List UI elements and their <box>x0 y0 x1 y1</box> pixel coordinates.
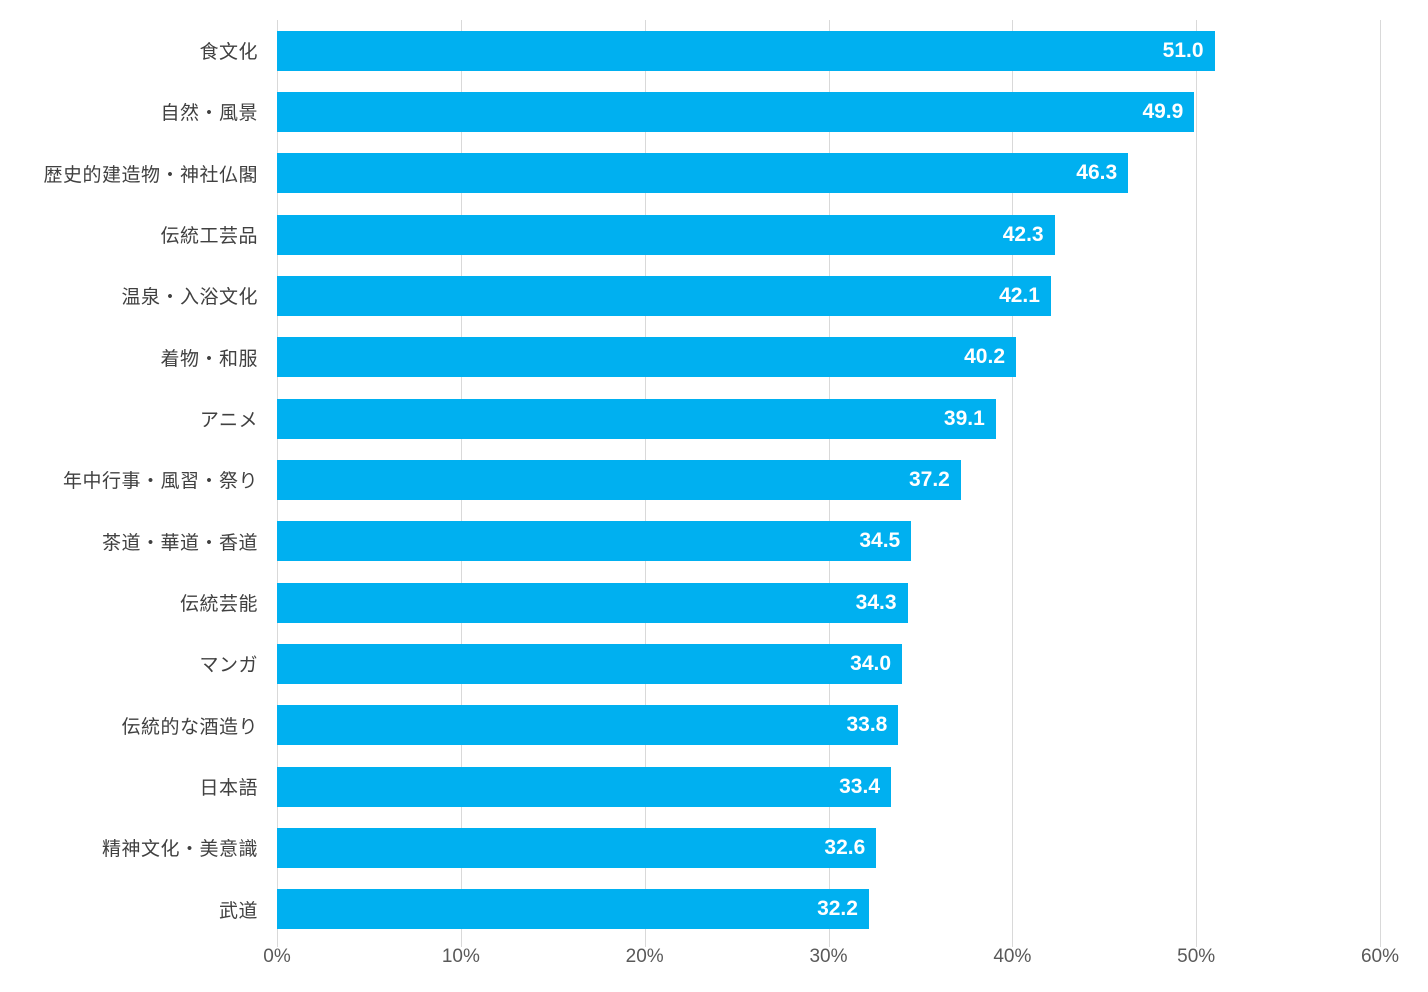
bar: 39.1 <box>277 398 996 439</box>
gridline <box>1380 20 1381 947</box>
category-row: 食文化 51.0 <box>0 20 1428 81</box>
bar-value-label: 49.9 <box>1142 99 1184 123</box>
category-row: 温泉・入浴文化 42.1 <box>0 265 1428 326</box>
gridline <box>1196 20 1198 947</box>
bar: 33.8 <box>277 705 899 746</box>
category-row: 日本語 33.4 <box>0 756 1428 817</box>
bar-value-label: 33.8 <box>846 713 888 737</box>
category-row: 伝統的な酒造り 33.8 <box>0 695 1428 756</box>
bar: 40.2 <box>277 337 1016 378</box>
category-label: マンガ <box>199 655 258 677</box>
bar-value-label: 33.4 <box>839 774 880 798</box>
bar: 32.6 <box>277 827 877 868</box>
x-tick-label: 60% <box>1360 946 1400 967</box>
bar: 42.1 <box>277 275 1051 316</box>
category-label: 精神文化・美意識 <box>101 839 258 861</box>
category-label: 歴史的建造物・神社仏閣 <box>43 164 258 186</box>
category-row: 着物・和服 40.2 <box>0 327 1428 388</box>
category-label: 日本語 <box>199 778 258 800</box>
bar: 37.2 <box>277 459 961 500</box>
category-row: 自然・風景 49.9 <box>0 81 1428 142</box>
category-row: 伝統工芸品 42.3 <box>0 204 1428 265</box>
bar-value-label: 34.0 <box>850 651 892 675</box>
category-row: 武道 32.2 <box>0 879 1428 940</box>
x-tick-label: 10% <box>441 946 480 967</box>
bar: 42.3 <box>277 214 1055 255</box>
bar-value-label: 46.3 <box>1076 161 1118 185</box>
bar-value-label: 32.6 <box>824 835 866 859</box>
x-axis: 0% 10% 20% 30% 40% 50% 60% <box>263 946 1399 976</box>
category-row: マンガ 34.0 <box>0 633 1428 694</box>
bar: 33.4 <box>277 766 891 807</box>
bar: 46.3 <box>277 153 1129 194</box>
category-label: 伝統工芸品 <box>160 226 258 248</box>
bar: 32.2 <box>277 889 869 930</box>
category-row: 歴史的建造物・神社仏閣 46.3 <box>0 143 1428 204</box>
category-label: 食文化 <box>199 42 258 64</box>
x-tick-label: 0% <box>263 946 291 967</box>
x-tick-label: 20% <box>625 946 664 967</box>
bar-value-label: 34.3 <box>855 590 897 614</box>
category-row: 年中行事・風習・祭り 37.2 <box>0 449 1428 510</box>
gridline <box>1012 20 1014 947</box>
category-label: 温泉・入浴文化 <box>121 287 258 309</box>
bar-value-label: 37.2 <box>908 467 950 491</box>
category-label: 茶道・華道・香道 <box>101 532 258 554</box>
category-row: 茶道・華道・香道 34.5 <box>0 511 1428 572</box>
category-label: 伝統芸能 <box>179 594 258 616</box>
category-label: 着物・和服 <box>160 348 258 370</box>
bar-value-label: 40.2 <box>964 345 1005 369</box>
x-tick-label: 30% <box>809 946 848 967</box>
category-row: 精神文化・美意識 32.6 <box>0 817 1428 878</box>
category-label: アニメ <box>199 410 258 432</box>
bar-value-label: 42.3 <box>1002 222 1044 246</box>
bar: 34.0 <box>277 643 903 684</box>
bar: 34.5 <box>277 521 912 562</box>
category-row: アニメ 39.1 <box>0 388 1428 449</box>
category-label: 伝統的な酒造り <box>121 716 258 738</box>
bar-value-label: 42.1 <box>999 283 1040 307</box>
bar-value-label: 39.1 <box>943 406 985 430</box>
bar-value-label: 51.0 <box>1162 38 1204 62</box>
bar-value-label: 32.2 <box>817 897 858 921</box>
bar: 49.9 <box>277 91 1195 132</box>
bar-value-label: 34.5 <box>859 529 901 553</box>
bar: 51.0 <box>277 30 1215 71</box>
category-label: 武道 <box>218 900 258 922</box>
category-label: 年中行事・風習・祭り <box>62 471 258 493</box>
category-label: 自然・風景 <box>160 103 258 125</box>
x-tick-label: 50% <box>1177 946 1216 967</box>
x-tick-label: 40% <box>993 946 1032 967</box>
category-row: 伝統芸能 34.3 <box>0 572 1428 633</box>
bar: 34.3 <box>277 582 908 623</box>
